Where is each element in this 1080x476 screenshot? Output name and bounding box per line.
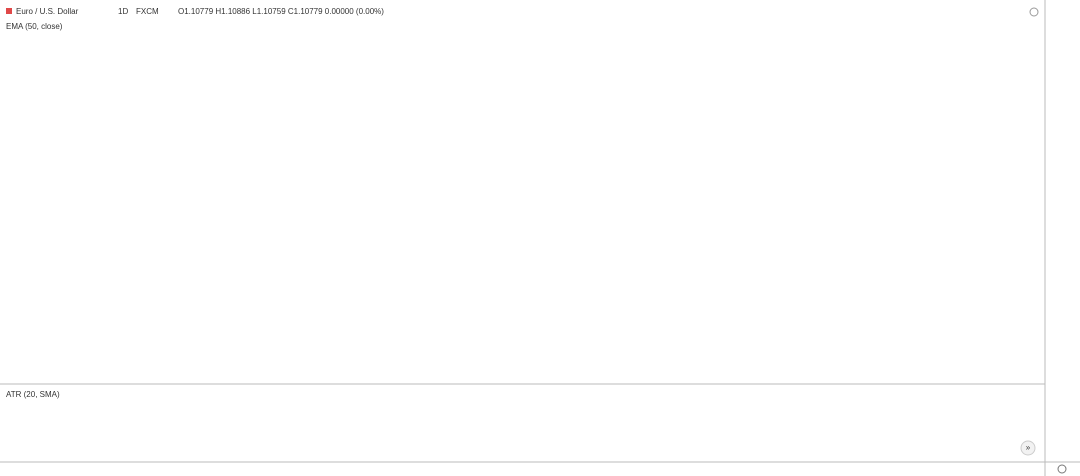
atr-legend[interactable]: ATR (20, SMA) [6,390,60,399]
scroll-icon[interactable]: » [1026,443,1031,452]
settings-icon[interactable] [1057,464,1067,474]
symbol-title[interactable]: Euro / U.S. Dollar [16,7,79,16]
interval[interactable]: 1D [118,7,128,16]
scroll-button[interactable] [1020,440,1036,456]
symbol-icon [6,8,12,14]
source[interactable]: FXCM [136,7,159,16]
settings-icon[interactable] [1029,7,1039,17]
ohlc-readout: O1.10779 H1.10886 L1.10759 C1.10779 0.00… [178,7,384,16]
ema-legend[interactable]: EMA (50, close) [6,22,63,31]
